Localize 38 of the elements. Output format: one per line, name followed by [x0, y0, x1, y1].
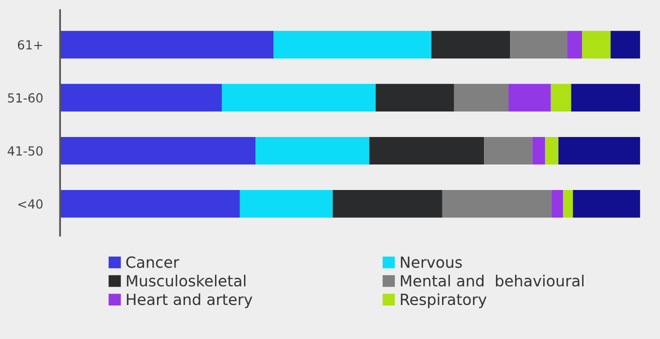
bar [332, 190, 442, 218]
bar [545, 136, 558, 165]
bar [60, 84, 222, 112]
bar [256, 136, 370, 165]
legend-label: Cancer [126, 256, 180, 268]
bar [532, 136, 546, 165]
bar [442, 190, 552, 218]
bar [454, 84, 509, 112]
bar [563, 190, 573, 218]
bar [558, 136, 640, 165]
legend-label: Heart and artery [126, 293, 252, 308]
y-tick-label: 61+ [18, 40, 42, 50]
bar [484, 136, 532, 165]
legend-label: Musculoskeletal [126, 274, 246, 287]
bar [60, 136, 256, 165]
y-tick-label: 41-50 [8, 146, 43, 156]
bar [222, 84, 376, 112]
y-tick-label: 51-60 [8, 93, 43, 103]
bar [572, 190, 640, 218]
legend-label: Respiratory [400, 293, 486, 308]
bar [60, 30, 274, 58]
bar [582, 30, 611, 58]
bar [550, 84, 572, 112]
bar [510, 30, 568, 58]
bar [551, 190, 564, 218]
bar [508, 84, 551, 112]
bar [567, 30, 582, 58]
bar [369, 136, 484, 165]
bar [240, 190, 333, 218]
bar [571, 84, 640, 112]
bar [274, 30, 432, 58]
y-tick-label: <40 [18, 199, 43, 209]
bar [60, 190, 240, 218]
legend-label: Mental and behavioural [400, 274, 584, 287]
bar [610, 30, 640, 58]
bar [376, 84, 454, 112]
bar [431, 30, 510, 58]
legend-label: Nervous [400, 256, 462, 268]
